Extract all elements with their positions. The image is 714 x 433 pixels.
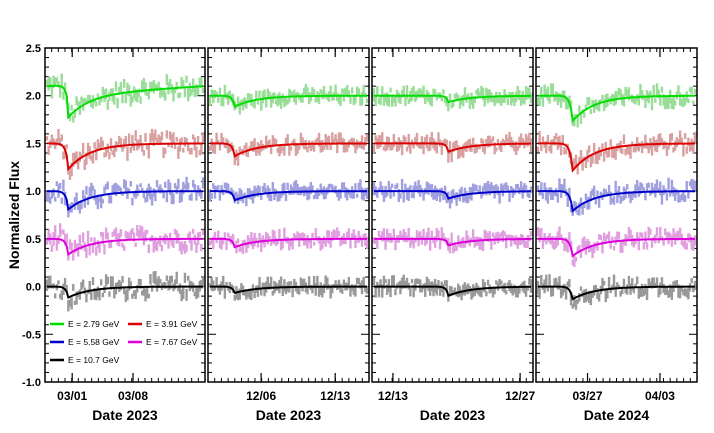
panel-frame [371,47,534,383]
legend-item: E = 7.67 GeV [128,337,198,347]
series-line-4 [538,237,695,258]
x-tick-label: 03/01 [57,389,87,403]
legend-label: E = 7.67 GeV [146,337,198,347]
series-line-1 [374,94,531,104]
data-points-4 [208,227,369,254]
data-points-5 [45,270,205,312]
data-points-1 [372,85,533,112]
panel-3: 12/13 12/27 Date 2023 [371,47,535,423]
series-line-5 [210,285,367,295]
data-points-2 [45,128,205,180]
y-tick-label: 2.0 [26,91,41,103]
data-points-1 [208,84,369,115]
data-points-4 [372,227,533,254]
panel-frame [207,47,370,383]
y-axis: -1.0 -0.5 0.0 0.5 1.0 1.5 2.0 2.5 [22,43,41,389]
series-line-2 [47,142,203,172]
y-tick-label: 1.5 [26,138,41,150]
legend-item: E = 5.58 GeV [50,337,120,347]
data-points-2 [208,132,369,166]
x-axis-label: Date 2024 [584,407,650,423]
y-tick-label: -0.5 [22,329,41,341]
x-tick-label: 03/08 [118,389,148,403]
data-points-5 [536,274,697,310]
x-axis-label: Date 2023 [256,407,322,423]
x-axis-label: Date 2023 [420,407,486,423]
x-tick-label: 03/27 [573,389,603,403]
y-tick-label: 1.0 [26,186,41,198]
x-tick-label: 12/13 [320,389,350,403]
series-line-1 [46,84,204,120]
x-tick-label: 04/03 [645,389,675,403]
x-tick-label: 12/13 [378,389,408,403]
legend-label: E = 2.79 GeV [68,319,120,329]
series-line-4 [374,237,531,247]
legend-item: E = 10.7 GeV [50,355,120,365]
series-line-2 [538,142,695,173]
data-points-3 [372,178,533,209]
series-line-5 [374,285,531,298]
x-tick-label: 12/27 [505,389,535,403]
legend-label: E = 10.7 GeV [68,355,120,365]
legend-item: E = 3.91 GeV [128,319,198,329]
y-tick-label: -1.0 [22,377,41,389]
series-line-4 [210,237,367,249]
panel-frame [535,47,698,383]
x-axis-label: Date 2023 [92,407,158,423]
series-line-3 [538,190,695,213]
data-points-3 [536,177,697,216]
data-points-1 [536,83,697,128]
data-points-3 [45,176,205,218]
panel-frame [44,47,206,383]
series-line-1 [538,94,695,124]
legend: E = 2.79 GeV E = 3.91 GeV E = 5.58 GeV E = … [50,319,198,365]
series-line-3 [374,190,531,200]
y-tick-label: 0.5 [26,234,41,246]
panel-2: 12/06 12/13 Date 2023 [207,47,370,423]
panel-4: 03/27 04/03 Date 2024 [535,47,698,423]
data-points-4 [45,223,205,261]
legend-label: E = 3.91 GeV [146,319,198,329]
series-line-5 [47,285,203,299]
series-line-4 [47,237,203,257]
legend-label: E = 5.58 GeV [68,337,120,347]
x-tick-label: 12/06 [246,389,276,403]
y-axis-label: Normalized Flux [6,161,22,269]
y-tick-label: 0.0 [26,282,41,294]
series-line-2 [374,142,531,153]
legend-item: E = 2.79 GeV [50,319,120,329]
series-line-3 [210,190,367,202]
data-points-2 [372,131,533,163]
series-line-1 [210,94,367,108]
series-line-5 [538,285,695,301]
panel-1: 03/01 03/08 Date 2023 [44,47,206,423]
series-line-3 [47,190,203,212]
data-points-4 [536,226,697,267]
series-line-2 [210,142,367,158]
data-points-2 [536,130,697,175]
y-tick-label: 2.5 [26,43,41,55]
